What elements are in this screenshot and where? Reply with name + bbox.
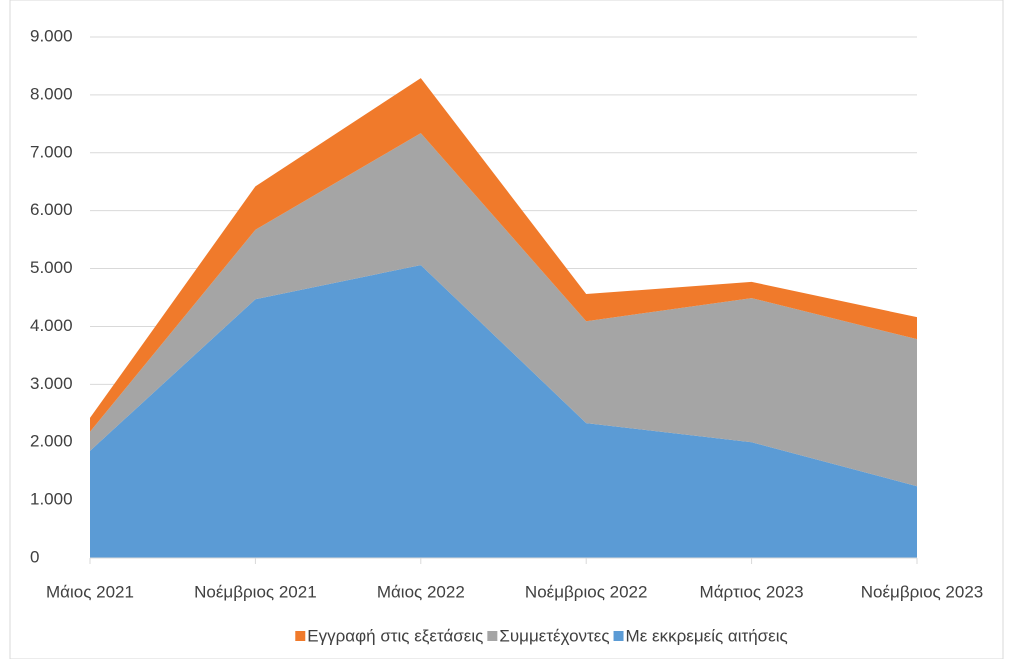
area (90, 133, 917, 487)
legend-swatch (613, 631, 624, 641)
x-tick-label: Μάιος 2022 (377, 582, 465, 601)
y-tick-label: 8.000 (30, 84, 73, 103)
y-tick-label: 3.000 (30, 374, 73, 393)
x-tick-label: Νοέμβριος 2022 (525, 582, 648, 601)
legend-swatch (295, 631, 306, 641)
x-tick-label: Μάρτιος 2023 (700, 582, 804, 601)
legend-label: Εγγραφή στις εξετάσεις (307, 626, 483, 645)
y-tick-label: 7.000 (30, 142, 73, 161)
area (90, 265, 917, 558)
legend-swatch (487, 631, 498, 641)
y-tick-label: 5.000 (30, 258, 73, 277)
x-tick-label: Νοέμβριος 2023 (861, 582, 984, 601)
y-tick-label: 4.000 (30, 316, 73, 335)
legend-label: Συμμετέχοντες (499, 626, 609, 645)
x-tick-label: Νοέμβριος 2021 (194, 582, 317, 601)
y-tick-label: 1.000 (30, 490, 73, 509)
y-tick-label: 0 (30, 547, 39, 566)
chart-frame (9, 0, 1004, 659)
legend-label: Με εκκρεμείς αιτήσεις (626, 626, 788, 645)
y-tick-label: 9.000 (30, 26, 73, 45)
area (90, 78, 917, 432)
y-tick-label: 6.000 (30, 200, 73, 219)
y-tick-label: 2.000 (30, 432, 73, 451)
x-tick-label: Μάιος 2021 (46, 582, 134, 601)
